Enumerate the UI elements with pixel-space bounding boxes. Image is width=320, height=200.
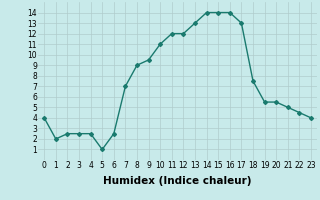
X-axis label: Humidex (Indice chaleur): Humidex (Indice chaleur): [103, 176, 252, 186]
